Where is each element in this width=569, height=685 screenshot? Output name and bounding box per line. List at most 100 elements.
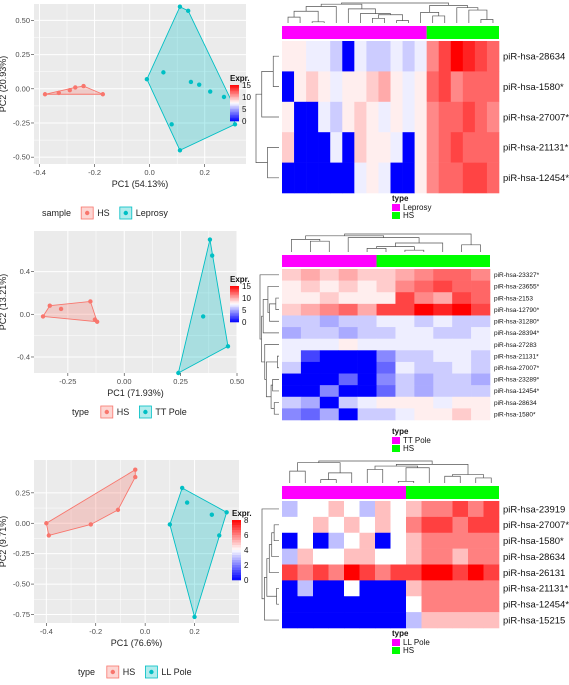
heatmap-cell bbox=[306, 101, 319, 133]
heatmap-cell bbox=[426, 101, 440, 133]
scale-segment bbox=[230, 304, 239, 306]
heatmap-cell bbox=[344, 580, 360, 597]
data-point bbox=[192, 614, 197, 620]
heatmap-cell bbox=[282, 280, 302, 293]
dendrogram-branch bbox=[372, 17, 385, 23]
heatmap-cell bbox=[450, 101, 464, 133]
heatmap-cell bbox=[433, 280, 453, 293]
plot-panel bbox=[34, 4, 246, 164]
scale-segment bbox=[232, 537, 241, 541]
heatmap-cell bbox=[357, 373, 377, 386]
row-label: piR-hsa-12454* bbox=[503, 600, 569, 611]
heatmap-cell bbox=[414, 292, 434, 305]
scale-tick-label: 4 bbox=[244, 546, 249, 555]
data-point bbox=[161, 70, 166, 75]
heatmap-cell bbox=[319, 373, 340, 386]
scale-segment bbox=[232, 530, 241, 533]
scale-segment bbox=[232, 577, 241, 581]
y-tick-label: 0.25 bbox=[15, 50, 30, 59]
scale-segment bbox=[230, 313, 239, 315]
heatmap-cell bbox=[452, 373, 472, 386]
heatmap-cell bbox=[357, 338, 377, 351]
dendrogram-branch bbox=[266, 558, 277, 597]
heatmap-cell bbox=[282, 516, 298, 534]
heatmap-cell bbox=[328, 532, 345, 549]
heatmap-cell bbox=[354, 132, 367, 163]
row-label: piR-hsa-28634 bbox=[503, 552, 565, 563]
legend-label: HS bbox=[117, 407, 130, 417]
heatmap-cell bbox=[406, 564, 422, 581]
scale-segment bbox=[230, 94, 239, 96]
scale-segment bbox=[230, 308, 239, 311]
heatmap-cell bbox=[294, 71, 307, 103]
annotation-legend-label: Leprosy bbox=[403, 203, 431, 212]
heatmap-cell bbox=[414, 303, 434, 316]
heatmap-cell bbox=[486, 41, 500, 72]
dendrogram-branch bbox=[293, 10, 319, 22]
dendrogram-branch bbox=[289, 470, 306, 483]
heatmap-2: piR-hsa-23919 piR-hsa-27007* piR-hsa-1580*… bbox=[232, 460, 569, 655]
dendrogram-branch bbox=[395, 242, 444, 252]
heatmap-cell bbox=[357, 408, 377, 421]
dendrogram-branch bbox=[468, 9, 488, 23]
pca-plot-0: -0.4 -0.2 0.0 0.2 -0.50 -0.25 0.00 0.25 0.50 PC1 … bbox=[0, 4, 246, 220]
heatmap-cell bbox=[328, 548, 345, 565]
legend: sample HS Leprosy bbox=[42, 206, 168, 220]
heatmap-cell bbox=[450, 162, 464, 194]
heatmap-cell bbox=[406, 532, 422, 549]
heatmap-cell bbox=[306, 132, 319, 163]
heatmap-cell bbox=[395, 303, 415, 316]
heatmap-cell bbox=[297, 564, 314, 581]
heatmap-0: piR-hsa-28634 piR-hsa-1580* piR-hsa-27007*… bbox=[230, 2, 569, 220]
heatmap-cell bbox=[357, 269, 377, 281]
scale-segment bbox=[232, 535, 241, 538]
pca-plot-2: -0.4 -0.2 0.0 0.2 -0.75 -0.50 -0.25 0.00 0.25 PC1… bbox=[0, 460, 239, 679]
hull-tt-pole bbox=[177, 239, 229, 374]
data-point bbox=[207, 237, 213, 242]
heatmap-cell bbox=[328, 612, 345, 629]
heatmap-cell bbox=[375, 532, 391, 549]
dendrogram-branch bbox=[404, 249, 425, 252]
dendrogram-branch bbox=[268, 544, 279, 573]
heatmap-cell bbox=[319, 385, 340, 398]
heatmap-cell bbox=[483, 516, 500, 534]
x-tick-label: 0.0 bbox=[140, 627, 150, 636]
heatmap-cell bbox=[414, 132, 427, 163]
heatmap-cell bbox=[471, 303, 491, 316]
heatmap-cell bbox=[433, 292, 453, 305]
heatmap-cell bbox=[471, 396, 491, 409]
heatmap-cell bbox=[390, 548, 407, 565]
heatmap-cell bbox=[437, 532, 453, 549]
heatmap-cell bbox=[433, 373, 453, 386]
heatmap-cell bbox=[452, 396, 472, 409]
scale-segment bbox=[232, 520, 241, 523]
row-label: piR-hsa-28394* bbox=[494, 330, 540, 337]
legend-key-point bbox=[143, 409, 148, 415]
heatmap-cell bbox=[376, 338, 396, 351]
heatmap-cell bbox=[282, 548, 298, 565]
color-scale: Expr.8 6 4 2 0 bbox=[232, 509, 252, 585]
heatmap-cell bbox=[330, 162, 343, 194]
heatmap-cell bbox=[433, 315, 453, 328]
heatmap-cell bbox=[402, 71, 415, 103]
heatmap-cell bbox=[395, 373, 415, 386]
scale-segment bbox=[232, 527, 241, 531]
dendrogram-branch bbox=[259, 274, 279, 340]
scale-segment bbox=[230, 320, 239, 323]
pca-plot-1: -0.25 0.00 0.25 0.50 -0.4 0.0 0.4 PC1 (71.93%) P… bbox=[0, 231, 244, 419]
dendrogram-branch bbox=[405, 467, 430, 483]
heatmap-cell bbox=[319, 408, 340, 421]
heatmap-cell bbox=[330, 132, 343, 163]
legend-title: type bbox=[72, 407, 89, 417]
heatmap-cell bbox=[468, 532, 484, 549]
heatmap-cell bbox=[376, 327, 396, 339]
heatmap-cell bbox=[282, 596, 298, 613]
legend-label: HS bbox=[123, 667, 136, 677]
heatmap-cell bbox=[462, 41, 476, 72]
heatmap-cell bbox=[313, 532, 329, 549]
heatmap-cell bbox=[282, 385, 302, 398]
heatmap-cell bbox=[330, 101, 343, 133]
heatmap-cell bbox=[395, 350, 415, 363]
heatmap-cell bbox=[390, 41, 403, 72]
